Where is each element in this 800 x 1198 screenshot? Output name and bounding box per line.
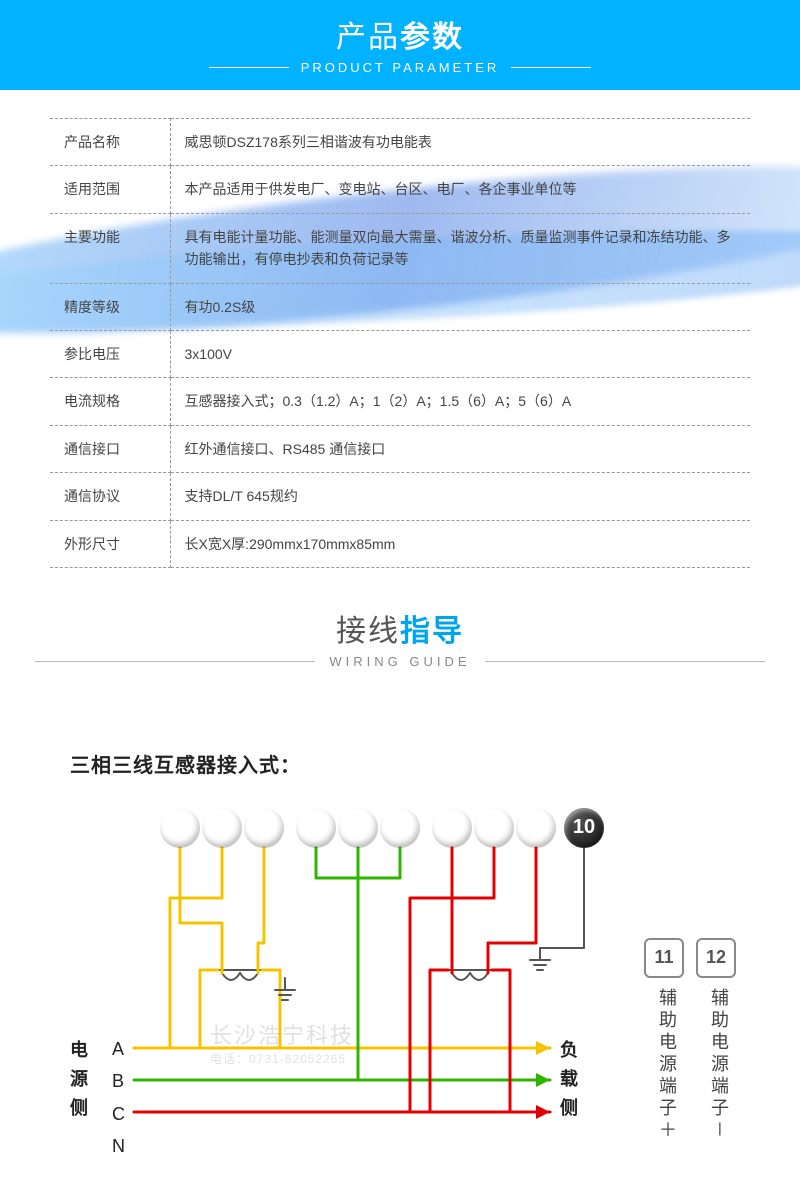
spec-value: 本产品适用于供发电厂、变电站、台区、电厂、各企事业单位等: [170, 166, 750, 213]
table-row: 参比电压3x100V: [50, 330, 750, 377]
spec-value: 具有电能计量功能、能测量双向最大需量、谐波分析、质量监测事件记录和冻结功能、多功…: [170, 213, 750, 283]
terminal-9: 9: [516, 808, 556, 848]
terminal-7: 7: [432, 808, 472, 848]
terminal-2: 2: [202, 808, 242, 848]
phase-labels: A B C N: [112, 1033, 125, 1163]
terminal-3: 3: [244, 808, 284, 848]
terminal-1: 1: [160, 808, 200, 848]
wiring-section-header: 接线指导 WIRING GUIDE: [0, 606, 800, 669]
spec-table: 产品名称威思顿DSZ178系列三相谐波有功电能表适用范围本产品适用于供发电厂、变…: [50, 118, 750, 568]
aux-label-11: 辅助电源端子＋: [654, 988, 680, 1142]
spec-label: 参比电压: [50, 330, 170, 377]
table-row: 外形尺寸长X宽X厚:290mmx170mmx85mm: [50, 520, 750, 567]
spec-value: 红外通信接口、RS485 通信接口: [170, 425, 750, 472]
load-side-label: 负载侧: [560, 1036, 578, 1122]
spec-label: 电流规格: [50, 378, 170, 425]
hero-title: 产品参数: [0, 0, 800, 56]
terminal-4: 4: [296, 808, 336, 848]
spec-value: 互感器接入式；0.3（1.2）A；1（2）A；1.5（6）A；5（6）A: [170, 378, 750, 425]
wiring-header-title: 接线指导: [0, 606, 800, 650]
spec-value: 3x100V: [170, 330, 750, 377]
table-row: 通信协议支持DL/T 645规约: [50, 473, 750, 520]
wiring-title-accent: 指导: [400, 615, 464, 648]
phase-c: C: [112, 1098, 125, 1130]
spec-label: 产品名称: [50, 119, 170, 166]
terminal-6: 6: [380, 808, 420, 848]
spec-label: 外形尺寸: [50, 520, 170, 567]
spec-label: 适用范围: [50, 166, 170, 213]
aux-terminal-12: 12: [696, 938, 736, 978]
hero-line-right: [511, 67, 591, 68]
wiring-sub-wrap: WIRING GUIDE: [0, 654, 800, 669]
phase-n: N: [112, 1130, 125, 1162]
spec-label: 通信接口: [50, 425, 170, 472]
terminal-10: 10: [564, 808, 604, 848]
hero-title-prefix: 产品: [336, 21, 400, 54]
table-row: 电流规格互感器接入式；0.3（1.2）A；1（2）A；1.5（6）A；5（6）A: [50, 378, 750, 425]
aux-label-12: 辅助电源端子－: [706, 988, 732, 1142]
wires-svg: [70, 808, 750, 1168]
terminal-5: 5: [338, 808, 378, 848]
table-row: 通信接口红外通信接口、RS485 通信接口: [50, 425, 750, 472]
aux-terminal-11: 11: [644, 938, 684, 978]
hero-line-left: [209, 67, 289, 68]
spec-value: 威思顿DSZ178系列三相谐波有功电能表: [170, 119, 750, 166]
wiring-diagram: 电源侧 A B C N 负载侧 长沙浩宁科技 电话：0731-82052265 …: [70, 808, 740, 1168]
wiring-section: 三相三线互感器接入式： 电源侧 A B C N 负载侧 长沙浩宁科技 电话：07…: [0, 749, 800, 1198]
phase-b: B: [112, 1065, 125, 1097]
power-source-side-label: 电源侧: [70, 1036, 88, 1122]
wiring-hline-left: [35, 661, 315, 662]
spec-value: 支持DL/T 645规约: [170, 473, 750, 520]
spec-value: 有功0.2S级: [170, 283, 750, 330]
table-row: 产品名称威思顿DSZ178系列三相谐波有功电能表: [50, 119, 750, 166]
table-row: 主要功能具有电能计量功能、能测量双向最大需量、谐波分析、质量监测事件记录和冻结功…: [50, 213, 750, 283]
spec-label: 主要功能: [50, 213, 170, 283]
spec-label: 精度等级: [50, 283, 170, 330]
terminal-8: 8: [474, 808, 514, 848]
wiring-title-normal: 接线: [336, 615, 400, 648]
table-row: 精度等级有功0.2S级: [50, 283, 750, 330]
hero-title-bold: 参数: [400, 21, 464, 54]
phase-a: A: [112, 1033, 125, 1065]
wiring-subtitle: WIRING GUIDE: [315, 654, 484, 669]
hero-subtitle: PRODUCT PARAMETER: [289, 60, 512, 75]
hero-banner: 产品参数 PRODUCT PARAMETER: [0, 0, 800, 90]
table-row: 适用范围本产品适用于供发电厂、变电站、台区、电厂、各企事业单位等: [50, 166, 750, 213]
spec-value: 长X宽X厚:290mmx170mmx85mm: [170, 520, 750, 567]
hero-subtitle-wrap: PRODUCT PARAMETER: [0, 60, 800, 75]
wiring-hline-right: [485, 661, 765, 662]
wiring-diagram-title: 三相三线互感器接入式：: [70, 749, 740, 778]
spec-label: 通信协议: [50, 473, 170, 520]
